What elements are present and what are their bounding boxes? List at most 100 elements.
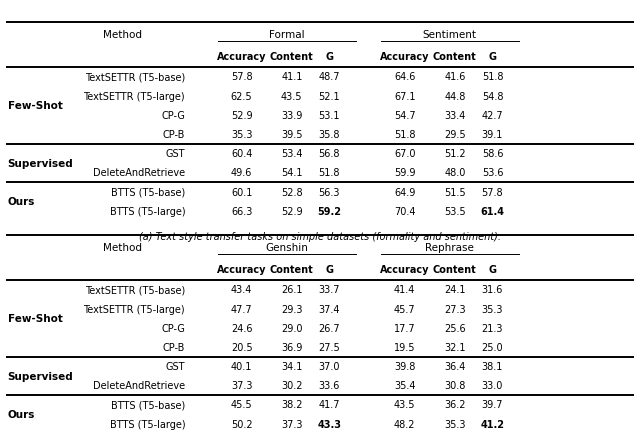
Text: 41.4: 41.4 <box>394 285 415 295</box>
Text: Method: Method <box>103 242 142 252</box>
Text: 53.5: 53.5 <box>444 206 466 216</box>
Text: G: G <box>488 52 497 62</box>
Text: 51.2: 51.2 <box>444 149 466 159</box>
Text: 52.1: 52.1 <box>319 92 340 102</box>
Text: 29.0: 29.0 <box>281 323 303 333</box>
Text: 33.0: 33.0 <box>482 381 503 390</box>
Text: 35.4: 35.4 <box>394 381 415 390</box>
Text: 60.4: 60.4 <box>231 149 252 159</box>
Text: 27.3: 27.3 <box>444 304 466 314</box>
Text: 36.9: 36.9 <box>281 342 303 352</box>
Text: TextSETTR (T5-large): TextSETTR (T5-large) <box>84 92 185 102</box>
Text: DeleteAndRetrieve: DeleteAndRetrieve <box>93 168 185 178</box>
Text: 64.6: 64.6 <box>394 72 415 82</box>
Text: 37.4: 37.4 <box>319 304 340 314</box>
Text: Accuracy: Accuracy <box>380 265 429 275</box>
Text: 35.3: 35.3 <box>482 304 503 314</box>
Text: Accuracy: Accuracy <box>217 265 266 275</box>
Text: 51.8: 51.8 <box>394 130 415 140</box>
Text: BTTS (T5-large): BTTS (T5-large) <box>109 419 185 429</box>
Text: 48.0: 48.0 <box>444 168 465 178</box>
Text: 59.2: 59.2 <box>317 206 341 216</box>
Text: Ours: Ours <box>8 409 35 419</box>
Text: Method: Method <box>103 30 142 40</box>
Text: 27.5: 27.5 <box>319 342 340 352</box>
Text: 39.8: 39.8 <box>394 361 415 371</box>
Text: 26.1: 26.1 <box>281 285 303 295</box>
Text: 24.1: 24.1 <box>444 285 465 295</box>
Text: (a) Text style transfer tasks on simple datasets (formality and sentiment).: (a) Text style transfer tasks on simple … <box>139 232 501 242</box>
Text: 25.6: 25.6 <box>444 323 466 333</box>
Text: 30.8: 30.8 <box>444 381 465 390</box>
Text: 66.3: 66.3 <box>231 206 252 216</box>
Text: Supervised: Supervised <box>8 371 74 381</box>
Text: 59.9: 59.9 <box>394 168 415 178</box>
Text: 67.1: 67.1 <box>394 92 415 102</box>
Text: CP-B: CP-B <box>163 130 185 140</box>
Text: 67.0: 67.0 <box>394 149 415 159</box>
Text: 43.5: 43.5 <box>394 399 415 410</box>
Text: 33.7: 33.7 <box>319 285 340 295</box>
Text: 35.3: 35.3 <box>444 419 465 429</box>
Text: CP-G: CP-G <box>161 323 185 333</box>
Text: 43.3: 43.3 <box>317 419 341 429</box>
Text: G: G <box>488 265 497 275</box>
Text: G: G <box>325 265 333 275</box>
Text: 37.3: 37.3 <box>231 381 252 390</box>
Text: 53.6: 53.6 <box>482 168 503 178</box>
Text: G: G <box>325 52 333 62</box>
Text: Few-Shot: Few-Shot <box>8 101 63 111</box>
Text: 43.4: 43.4 <box>231 285 252 295</box>
Text: BTTS (T5-base): BTTS (T5-base) <box>111 187 185 197</box>
Text: 51.8: 51.8 <box>319 168 340 178</box>
Text: 48.7: 48.7 <box>319 72 340 82</box>
Text: 62.5: 62.5 <box>231 92 252 102</box>
Text: TextSETTR (T5-base): TextSETTR (T5-base) <box>85 72 185 82</box>
Text: 45.7: 45.7 <box>394 304 415 314</box>
Text: GST: GST <box>166 361 185 371</box>
Text: 33.4: 33.4 <box>444 110 465 120</box>
Text: 30.2: 30.2 <box>281 381 303 390</box>
Text: 31.6: 31.6 <box>482 285 503 295</box>
Text: 39.5: 39.5 <box>281 130 303 140</box>
Text: 34.1: 34.1 <box>281 361 303 371</box>
Text: 41.1: 41.1 <box>281 72 303 82</box>
Text: 52.9: 52.9 <box>281 206 303 216</box>
Text: 53.1: 53.1 <box>319 110 340 120</box>
Text: 49.6: 49.6 <box>231 168 252 178</box>
Text: Ours: Ours <box>8 197 35 207</box>
Text: 33.9: 33.9 <box>281 110 303 120</box>
Text: 37.0: 37.0 <box>319 361 340 371</box>
Text: 50.2: 50.2 <box>231 419 252 429</box>
Text: 51.5: 51.5 <box>444 187 466 197</box>
Text: 35.3: 35.3 <box>231 130 252 140</box>
Text: 32.1: 32.1 <box>444 342 465 352</box>
Text: 47.7: 47.7 <box>231 304 252 314</box>
Text: Content: Content <box>433 52 477 62</box>
Text: BTTS (T5-base): BTTS (T5-base) <box>111 399 185 410</box>
Text: 64.9: 64.9 <box>394 187 415 197</box>
Text: 26.7: 26.7 <box>319 323 340 333</box>
Text: 56.8: 56.8 <box>319 149 340 159</box>
Text: 21.3: 21.3 <box>482 323 503 333</box>
Text: 61.4: 61.4 <box>481 206 504 216</box>
Text: 38.2: 38.2 <box>281 399 303 410</box>
Text: 24.6: 24.6 <box>231 323 252 333</box>
Text: 39.1: 39.1 <box>482 130 503 140</box>
Text: DeleteAndRetrieve: DeleteAndRetrieve <box>93 381 185 390</box>
Text: 17.7: 17.7 <box>394 323 415 333</box>
Text: Accuracy: Accuracy <box>380 52 429 62</box>
Text: 57.8: 57.8 <box>231 72 252 82</box>
Text: Sentiment: Sentiment <box>423 30 477 40</box>
Text: 56.3: 56.3 <box>319 187 340 197</box>
Text: GST: GST <box>166 149 185 159</box>
Text: 54.7: 54.7 <box>394 110 415 120</box>
Text: CP-B: CP-B <box>163 342 185 352</box>
Text: 19.5: 19.5 <box>394 342 415 352</box>
Text: 20.5: 20.5 <box>231 342 252 352</box>
Text: Supervised: Supervised <box>8 159 74 168</box>
Text: 52.8: 52.8 <box>281 187 303 197</box>
Text: 58.6: 58.6 <box>482 149 503 159</box>
Text: 54.1: 54.1 <box>281 168 303 178</box>
Text: Few-Shot: Few-Shot <box>8 314 63 323</box>
